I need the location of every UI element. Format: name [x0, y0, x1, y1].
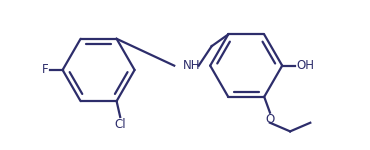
Text: F: F	[41, 63, 48, 76]
Text: OH: OH	[297, 59, 314, 72]
Text: O: O	[265, 113, 275, 126]
Text: Cl: Cl	[114, 118, 126, 131]
Text: NH: NH	[183, 59, 200, 72]
